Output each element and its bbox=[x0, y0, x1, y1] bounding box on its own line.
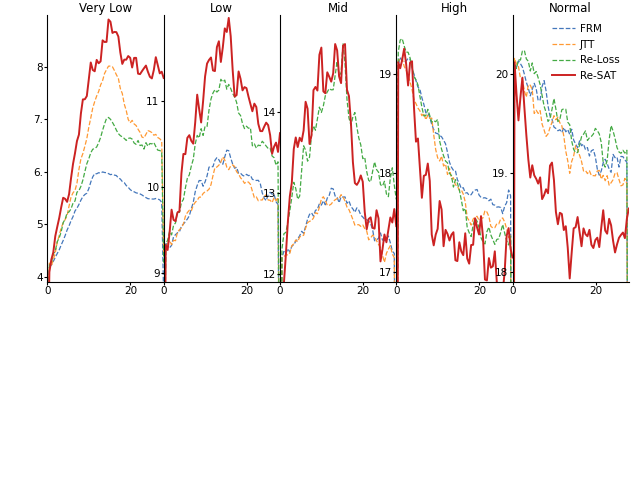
Title: Normal: Normal bbox=[549, 1, 592, 15]
Title: Mid: Mid bbox=[327, 1, 349, 15]
Title: Low: Low bbox=[210, 1, 233, 15]
Legend: FRM, JTT, Re-Loss, Re-SAT: FRM, JTT, Re-Loss, Re-SAT bbox=[547, 20, 624, 86]
Title: Very Low: Very Low bbox=[79, 1, 132, 15]
Title: High: High bbox=[441, 1, 468, 15]
